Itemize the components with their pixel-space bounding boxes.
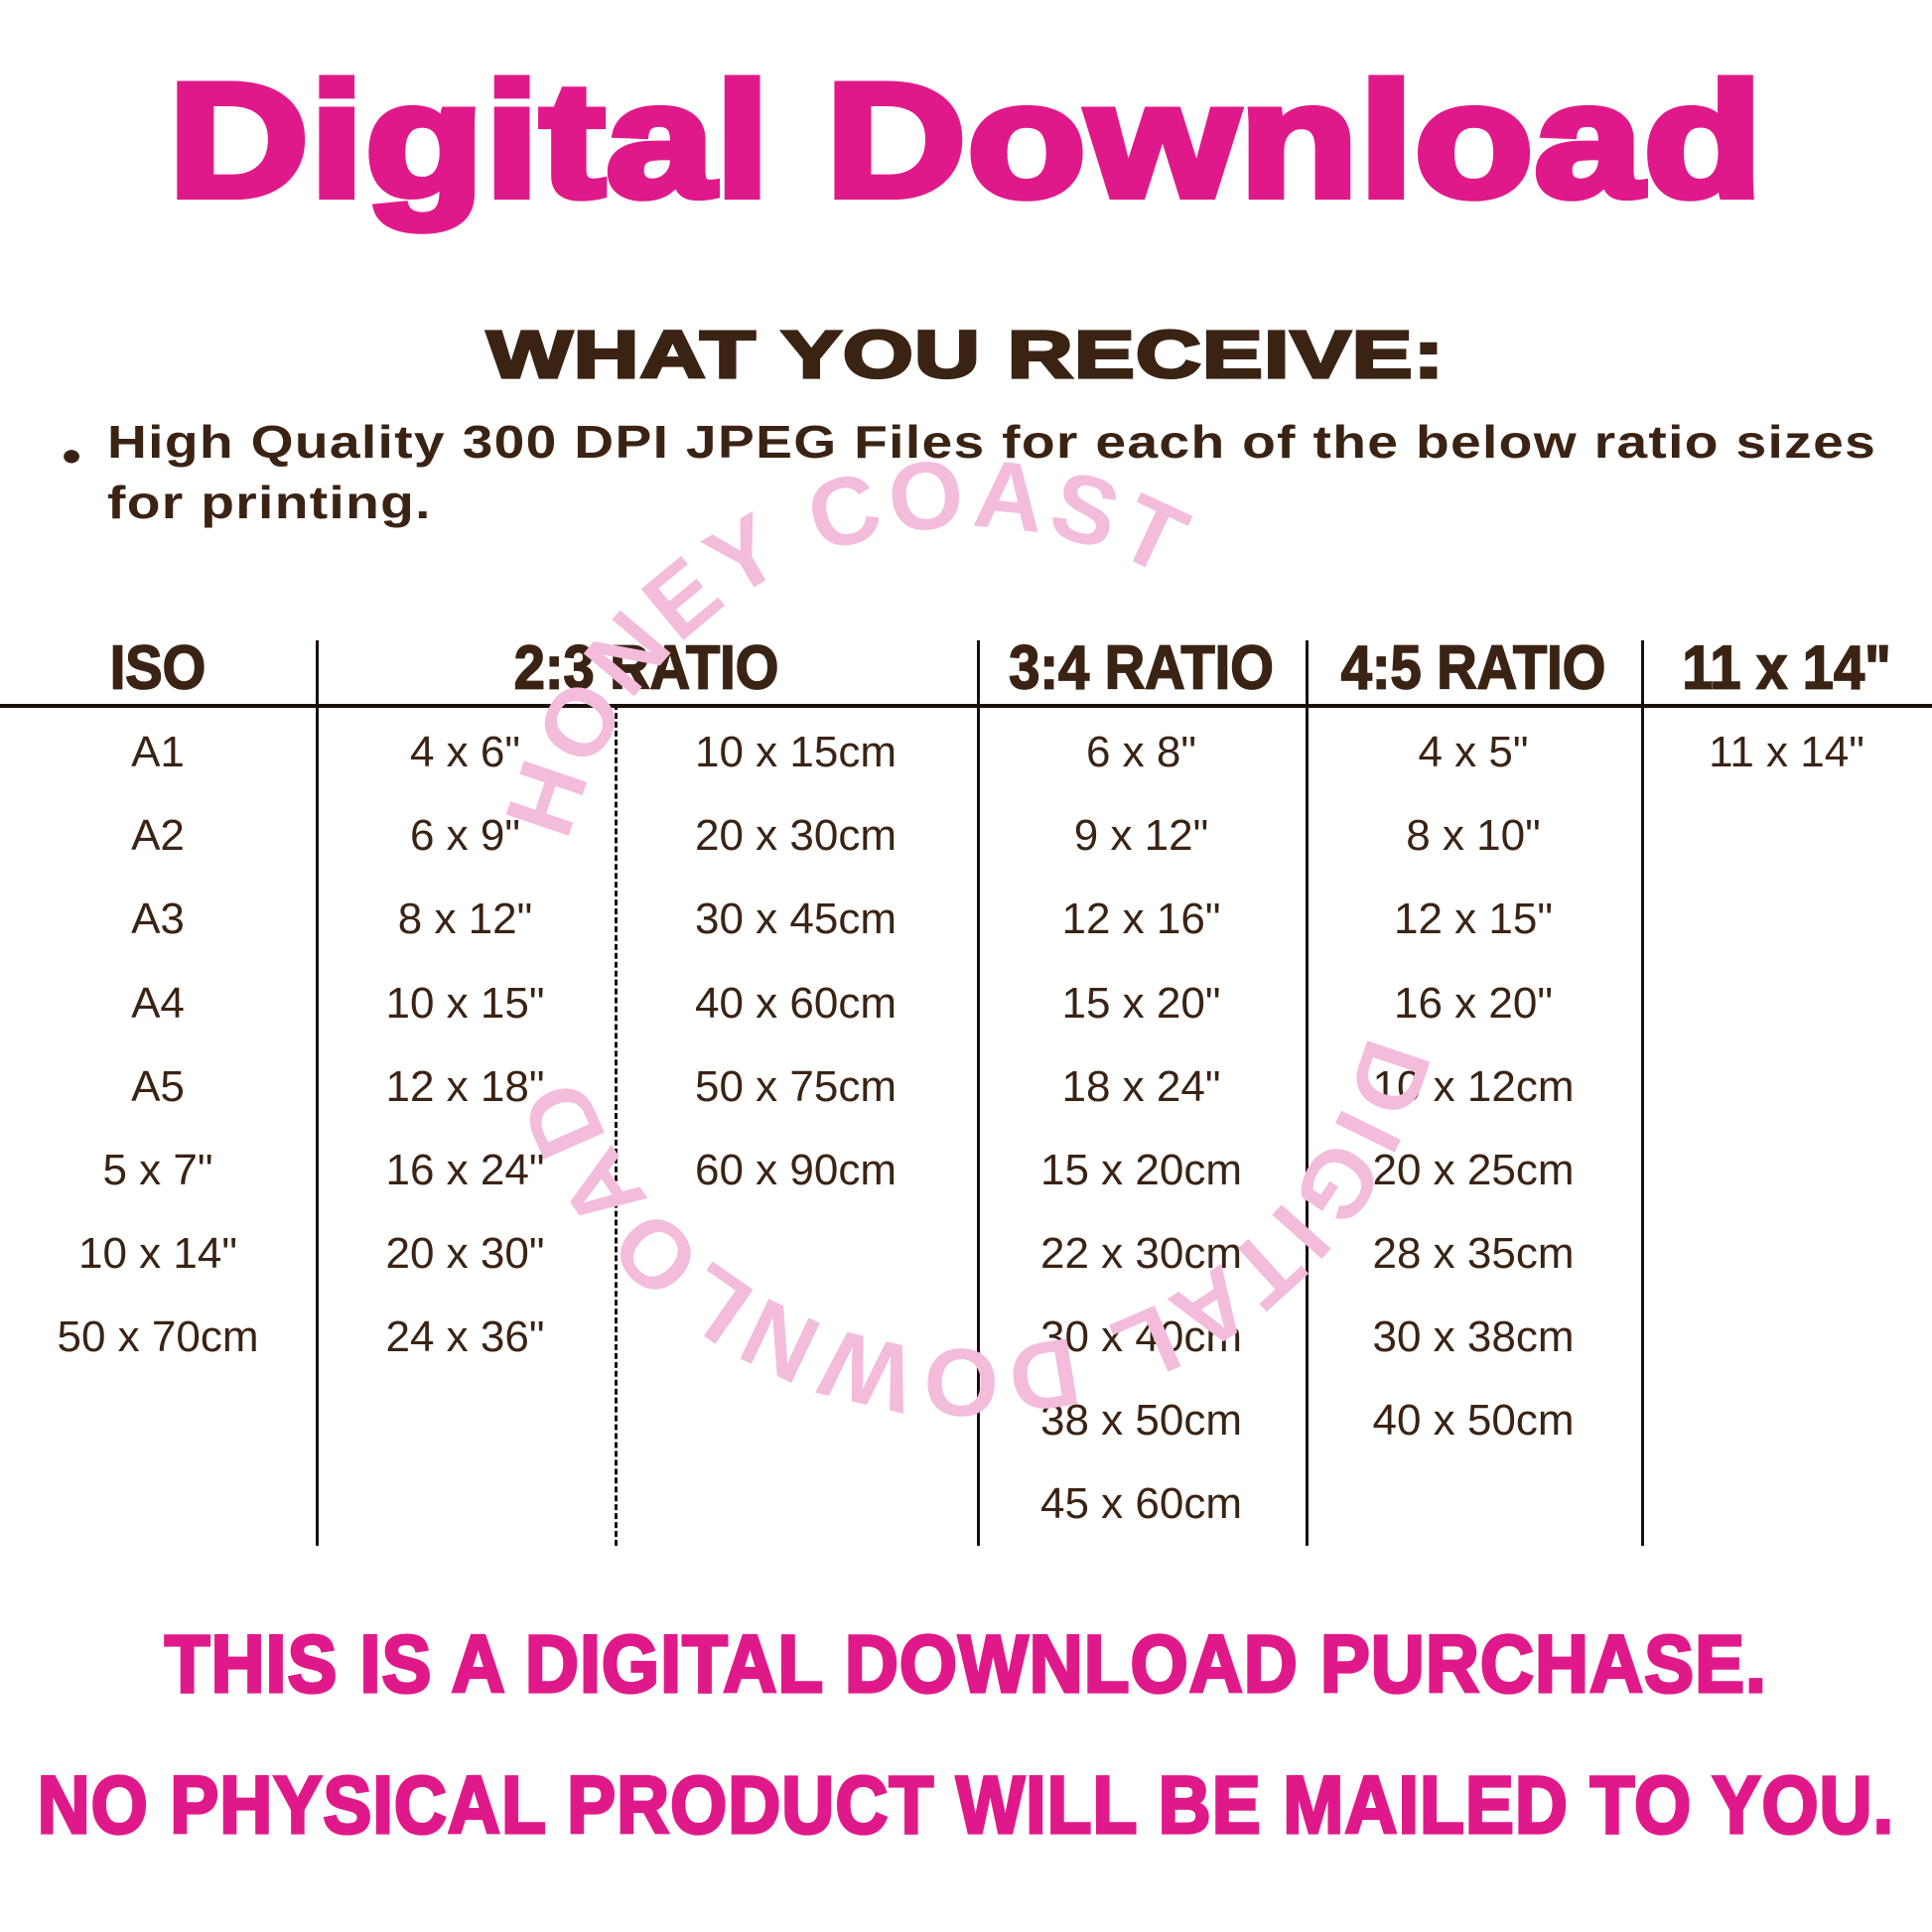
svg-text:HONEY COAST: HONEY COAST (483, 438, 1206, 848)
svg-text:DIGITAL DOWNLOAD: DIGITAL DOWNLOAD (497, 1028, 1452, 1437)
